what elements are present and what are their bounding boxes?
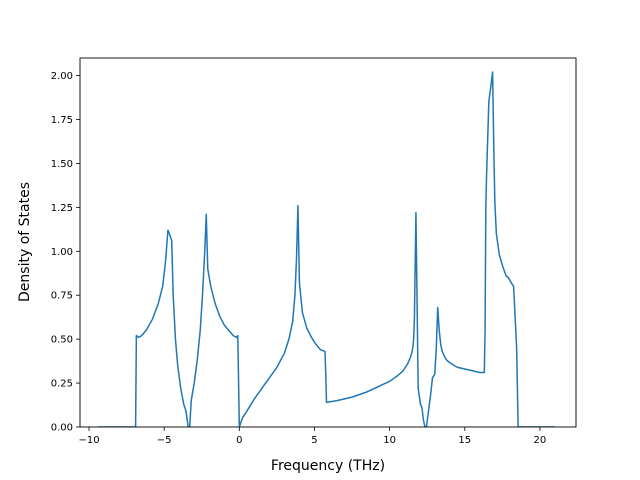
y-tick-label: 0.75 <box>51 291 73 302</box>
y-axis-label: Density of States <box>17 182 33 302</box>
x-tick-label: −10 <box>78 435 99 446</box>
y-axis-ticks: 0.00 0.25 0.50 0.75 1.00 1.25 1.50 1.75 2.00 <box>51 71 80 434</box>
x-tick-label: −5 <box>157 435 172 446</box>
y-tick-label: 1.75 <box>51 115 73 126</box>
y-tick-label: 2.00 <box>51 71 73 82</box>
y-tick-label: 0.50 <box>51 335 73 346</box>
y-tick-label: 1.00 <box>51 247 73 258</box>
x-tick-label: 5 <box>311 435 317 446</box>
x-tick-label: 0 <box>236 435 242 446</box>
x-axis-ticks: −10 −5 0 5 10 15 20 <box>78 427 546 446</box>
x-tick-label: 15 <box>458 435 471 446</box>
x-axis-label: Frequency (THz) <box>271 458 385 474</box>
dos-series-line <box>98 71 555 427</box>
plot-frame <box>79 57 577 428</box>
y-tick-label: 1.50 <box>51 159 73 170</box>
plot-area <box>98 71 555 427</box>
y-tick-label: 0.25 <box>51 379 73 390</box>
y-tick-label: 0.00 <box>51 423 73 434</box>
x-tick-label: 20 <box>534 435 547 446</box>
y-tick-label: 1.25 <box>51 203 73 214</box>
x-tick-label: 10 <box>383 435 396 446</box>
